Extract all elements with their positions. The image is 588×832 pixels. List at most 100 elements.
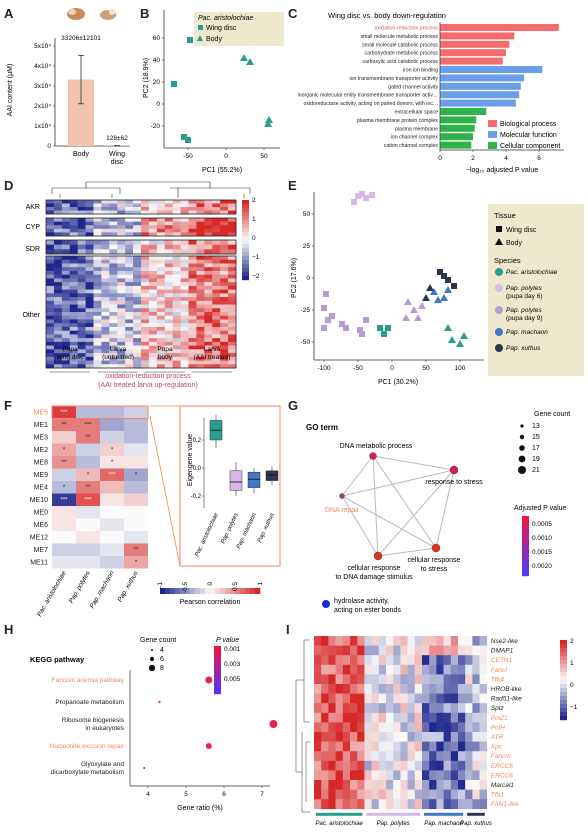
- d-heat-cell: [204, 259, 213, 264]
- f-heat-cell: [76, 481, 100, 494]
- panel-f-module-heatmap: ***** ****** *** ** *** ** ***** ****** ME5ME1M…: [30, 405, 281, 618]
- i-heat-cell: [350, 645, 358, 656]
- c-bar: [440, 66, 543, 73]
- i-heat-cell: [378, 722, 387, 733]
- a-ytick-label: 5x10⁴: [34, 43, 51, 50]
- d-heat-cell: [212, 203, 221, 208]
- d-heat-cell: [61, 256, 71, 261]
- d-heat-cell: [53, 345, 63, 350]
- d-heat-cell: [101, 263, 110, 268]
- d-heat-cell: [148, 270, 158, 275]
- i-heat-cell: [429, 751, 437, 762]
- d-heat-cell: [172, 274, 181, 279]
- d-heat-cell: [196, 207, 205, 211]
- d-heat-cell: [212, 232, 221, 237]
- i-heat-cell: [314, 636, 322, 646]
- d-heat-cell: [148, 228, 158, 233]
- d-heat-cell: [69, 349, 78, 354]
- b-ytick-label: 60: [153, 35, 161, 42]
- d-heat-cell: [69, 326, 78, 331]
- g-extra-term-l2: acting on ester bonds: [334, 607, 401, 614]
- d-heat-cell: [125, 203, 134, 208]
- d-heat-cell: [109, 210, 118, 215]
- d-heat-cell: [109, 274, 118, 279]
- d-heat-cell: [141, 244, 150, 250]
- i-heat-cell: [429, 780, 437, 790]
- d-heat-cell: [93, 256, 102, 261]
- d-heat-cell: [156, 256, 166, 261]
- i-heat-cell: [386, 789, 394, 800]
- d-heat-cell: [77, 345, 86, 350]
- d-heat-cell: [109, 282, 118, 287]
- d-heat-cell: [93, 263, 102, 268]
- d-heat-cell: [61, 341, 71, 346]
- d-heat-cell: [156, 282, 166, 287]
- i-heat-cell: [350, 684, 358, 694]
- f-heat-cell: [52, 481, 76, 494]
- f-legend-step: [210, 588, 216, 594]
- d-heat-cell: [180, 353, 189, 358]
- d-heat-cell: [133, 270, 142, 275]
- i-heat-cell: [357, 789, 365, 800]
- d-heat-cell: [156, 334, 166, 339]
- d-heat-cell: [133, 297, 142, 302]
- d-heat-cell: [228, 353, 237, 358]
- d-heat-cell: [141, 330, 150, 335]
- i-heat-cell: [450, 751, 459, 762]
- d-heat-cell: [172, 323, 181, 328]
- i-heat-cell: [472, 799, 480, 810]
- d-heat-cell: [93, 293, 102, 298]
- e-point-body: [444, 286, 452, 293]
- i-heat-cell: [479, 789, 488, 800]
- d-heat-cell: [196, 244, 205, 250]
- c-xtick-label: 4: [504, 155, 508, 162]
- d-heat-cell: [109, 225, 118, 230]
- i-heat-cell: [429, 693, 437, 704]
- i-heat-cell: [407, 712, 416, 723]
- d-heat-cell: [109, 330, 118, 335]
- d-heat-cell: [172, 345, 181, 350]
- e-point-wing-disc: [351, 199, 357, 205]
- i-heat-cell: [436, 674, 444, 685]
- i-heat-cell: [465, 780, 473, 790]
- f-legend-tick: -0.5: [182, 582, 189, 594]
- d-heat-cell: [69, 203, 78, 208]
- e-xtick-label: 50: [422, 365, 430, 372]
- c-legend-swatch: [488, 120, 497, 127]
- d-heat-cell: [133, 249, 142, 255]
- d-heat-cell: [125, 349, 134, 354]
- d-heat-cell: [133, 221, 142, 226]
- d-heat-cell: [69, 360, 78, 365]
- i-heat-cell: [371, 645, 380, 656]
- d-heat-cell: [117, 218, 126, 222]
- i-heat-cell: [422, 645, 430, 656]
- d-heat-cell: [220, 200, 229, 204]
- i-heat-cell: [321, 664, 329, 675]
- i-heat-cell: [321, 703, 329, 714]
- d-heat-cell: [46, 353, 55, 358]
- d-heat-cell: [164, 341, 173, 346]
- d-heat-cell: [61, 297, 71, 302]
- d-heat-cell: [125, 285, 134, 290]
- i-heat-cell: [371, 636, 380, 646]
- d-heat-cell: [180, 326, 189, 331]
- d-heat-cell: [188, 207, 197, 211]
- d-heat-cell: [101, 353, 110, 358]
- d-heat-cell: [93, 274, 102, 279]
- d-heat-cell: [133, 203, 142, 208]
- d-heat-cell: [85, 356, 94, 361]
- e-point-wing-disc: [329, 313, 335, 319]
- panel-label-a: A: [4, 6, 14, 21]
- i-heat-cell: [458, 780, 466, 790]
- d-heat-cell: [172, 240, 181, 245]
- f-heat-cell: [52, 468, 76, 481]
- d-heat-cell: [180, 323, 189, 328]
- f-legend-step: [200, 588, 206, 594]
- d-heat-cell: [220, 300, 229, 305]
- i-heat-cell: [407, 780, 416, 790]
- i-heat-cell: [328, 751, 336, 762]
- f-heat-cell: [124, 506, 148, 519]
- d-heat-cell: [164, 356, 173, 361]
- d-heat-cell: [133, 200, 142, 204]
- f-heat-cell: [100, 506, 124, 519]
